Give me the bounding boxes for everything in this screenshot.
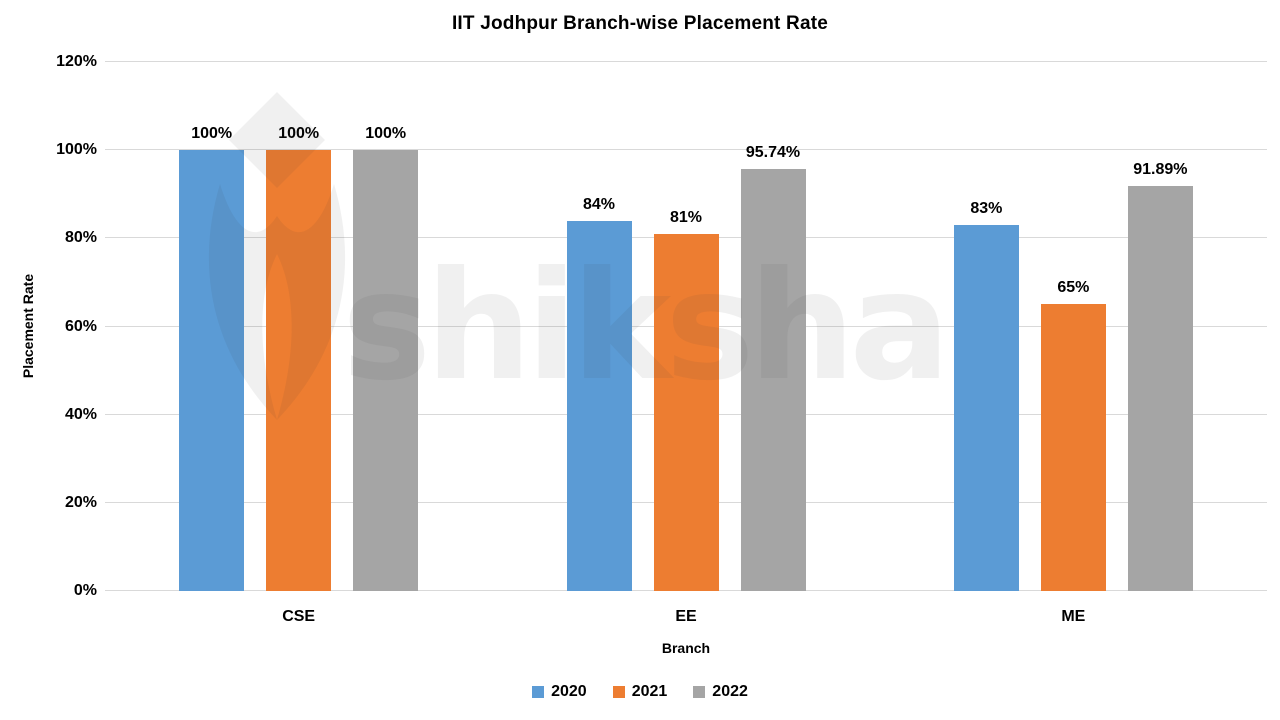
legend-swatch-2022 — [693, 686, 706, 698]
bar-EE-2020: 84% — [566, 196, 632, 591]
chart-title: IIT Jodhpur Branch-wise Placement Rate — [451, 13, 829, 34]
gridline-120% — [105, 61, 1267, 62]
bar-label-EE-2022: 95.74% — [745, 143, 801, 161]
x-axis-labels: CSE EE ME — [105, 608, 1267, 632]
x-label-EE: EE — [675, 608, 697, 625]
bar-EE-2022: 95.74% — [740, 144, 806, 591]
legend-item-2022: 2022 — [693, 683, 748, 701]
legend-label-2021: 2021 — [631, 683, 668, 700]
y-tick-label-120%: 120% — [56, 53, 97, 70]
legend-label-2020: 2020 — [551, 683, 587, 700]
bar-label-EE-2021: 81% — [669, 208, 703, 226]
legend-swatch-2021 — [612, 686, 625, 698]
bar-CSE-2020: 100% — [179, 125, 245, 591]
legend-label-2022: 2022 — [712, 683, 748, 700]
bar-label-ME-2020: 83% — [970, 200, 1003, 218]
y-tick-label-80%: 80% — [64, 229, 97, 247]
x-label-ME: ME — [1061, 608, 1086, 625]
gridline-100% — [105, 149, 1267, 151]
plot-area: 100% 100% 100% 84% 81% 95.74% 83% 65% 91.89% — [105, 61, 1267, 591]
y-tick-label-20%: 20% — [64, 493, 97, 511]
legend-item-2020: 2020 — [532, 683, 587, 701]
bar-CSE-2021: 100% — [266, 125, 332, 591]
bar-label-ME-2022: 91.89% — [1133, 160, 1188, 178]
bar-label-CSE-2020: 100% — [191, 125, 233, 143]
bar-EE-2021: 81% — [653, 209, 719, 591]
x-label-CSE: CSE — [282, 608, 316, 625]
y-tick-label-0%: 0% — [73, 582, 97, 599]
bar-label-CSE-2021: 100% — [278, 125, 320, 143]
y-tick-label-60%: 60% — [64, 317, 97, 335]
y-tick-label-100%: 100% — [56, 141, 97, 159]
legend-swatch-2020 — [532, 686, 545, 698]
legend: 2020 2021 2022 — [0, 683, 1280, 701]
bar-ME-2021: 65% — [1040, 279, 1106, 591]
bar-CSE-2022: 100% — [353, 125, 419, 591]
bar-label-EE-2020: 84% — [582, 195, 616, 213]
legend-item-2021: 2021 — [612, 683, 668, 701]
y-tick-label-40%: 40% — [64, 405, 97, 423]
x-axis-title: Branch — [661, 640, 711, 656]
bar-label-ME-2021: 65% — [1057, 279, 1090, 297]
bar-label-CSE-2022: 100% — [365, 125, 407, 143]
bar-group-CSE: 100% 100% 100% — [179, 62, 419, 591]
bar-group-EE: 84% 81% 95.74% — [566, 62, 806, 591]
y-axis-ticks: 0% 20% 40% 60% 80% 100% 120% — [0, 53, 97, 599]
bar-ME-2020: 83% — [953, 200, 1019, 591]
bar-ME-2022: 91.89% — [1127, 161, 1193, 591]
bar-group-ME: 83% 65% 91.89% — [953, 62, 1193, 591]
